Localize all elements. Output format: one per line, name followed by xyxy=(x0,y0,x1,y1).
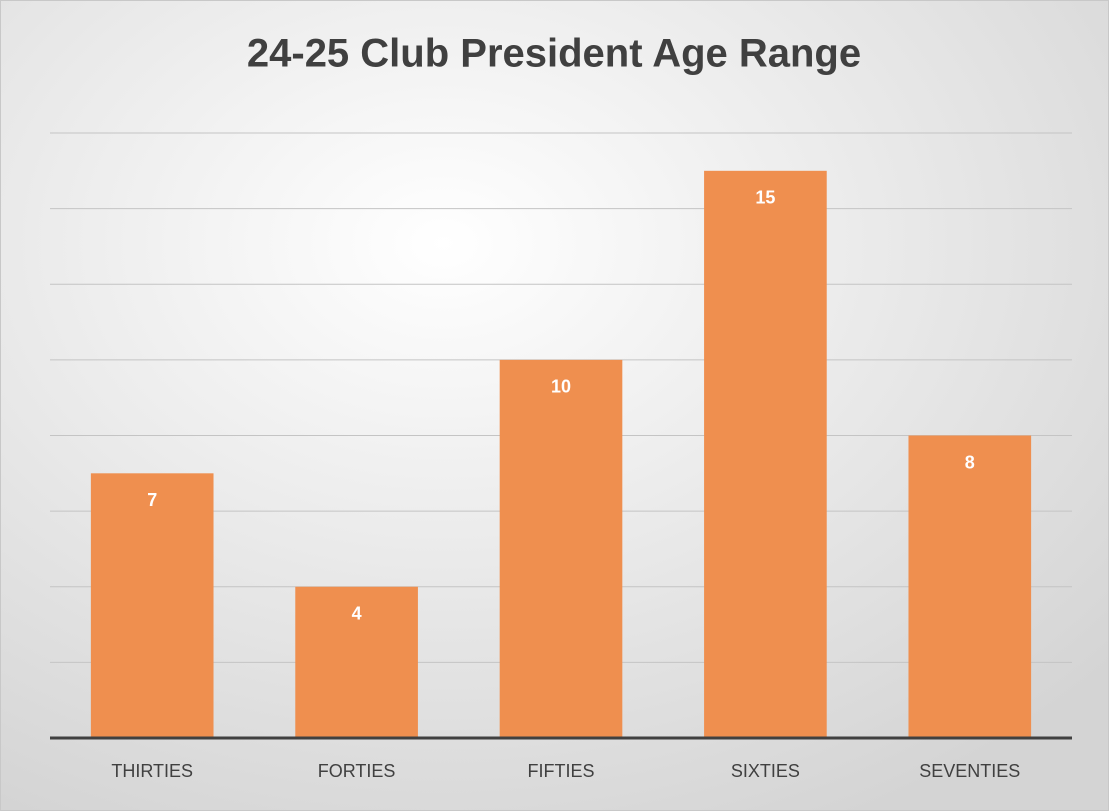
data-label: 7 xyxy=(147,490,157,510)
data-label: 15 xyxy=(755,188,775,208)
x-tick-label: SIXTIES xyxy=(731,761,800,781)
data-label: 8 xyxy=(965,452,975,472)
bar xyxy=(90,473,214,738)
data-label: 10 xyxy=(551,377,571,397)
x-tick-label: FIFTIES xyxy=(528,761,595,781)
bar xyxy=(704,170,827,738)
bar xyxy=(295,586,418,738)
chart-title: 24-25 Club President Age Range xyxy=(247,32,861,76)
x-tick-label: THIRTIES xyxy=(111,761,193,781)
x-tick-label: SEVENTIES xyxy=(919,761,1020,781)
bar xyxy=(908,435,1032,738)
x-tick-label: FORTIES xyxy=(318,761,396,781)
bar xyxy=(499,359,623,738)
data-label: 4 xyxy=(352,604,362,624)
